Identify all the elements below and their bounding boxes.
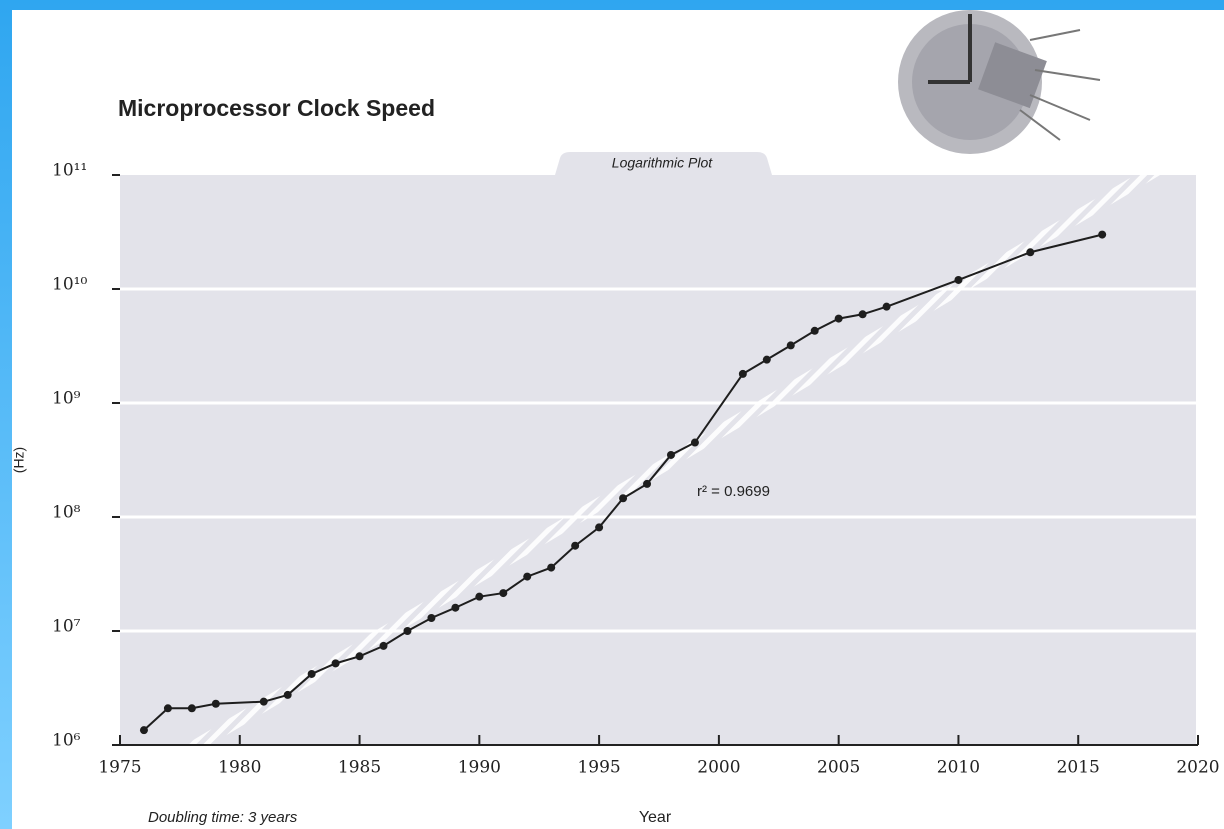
subtitle: Logarithmic Plot: [612, 155, 713, 171]
data-point: [667, 451, 675, 459]
chart-title: Microprocessor Clock Speed: [118, 95, 435, 121]
y-tick-label: 10⁷: [52, 617, 81, 637]
data-point: [1098, 231, 1106, 239]
data-point: [739, 370, 747, 378]
data-point: [403, 627, 411, 635]
data-point: [954, 276, 962, 284]
data-point: [499, 589, 507, 597]
data-point: [595, 523, 603, 531]
chart: Microprocessor Clock Speed Logarithmic P…: [0, 0, 1224, 829]
data-point: [140, 726, 148, 734]
data-point: [883, 303, 891, 311]
x-tick-label: 1975: [98, 758, 141, 778]
data-point: [523, 573, 531, 581]
x-tick-label: 2020: [1176, 758, 1219, 778]
y-tick-label: 10⁸: [52, 503, 81, 523]
data-point: [427, 614, 435, 622]
data-point: [332, 659, 340, 667]
data-point: [811, 327, 819, 335]
data-point: [835, 315, 843, 323]
data-point: [380, 642, 388, 650]
plot-area: [120, 175, 1196, 745]
y-tick-label: 10¹⁰: [52, 275, 87, 295]
data-point: [859, 310, 867, 318]
data-point: [308, 670, 316, 678]
note: Doubling time: 3 years: [148, 809, 298, 826]
data-point: [787, 341, 795, 349]
data-point: [188, 704, 196, 712]
data-point: [451, 604, 459, 612]
x-tick-label: 1980: [218, 758, 261, 778]
data-point: [571, 542, 579, 550]
data-point: [763, 356, 771, 364]
data-point: [260, 698, 268, 706]
data-point: [691, 439, 699, 447]
data-point: [1026, 248, 1034, 256]
data-point: [547, 564, 555, 572]
data-point: [356, 652, 364, 660]
x-tick-label: 2010: [937, 758, 980, 778]
data-point: [212, 700, 220, 708]
x-tick-label: 1985: [338, 758, 381, 778]
x-tick-label: 2000: [697, 758, 740, 778]
data-point: [475, 593, 483, 601]
x-tick-label: 2005: [817, 758, 860, 778]
x-axis-label: Year: [639, 809, 672, 826]
data-point: [619, 494, 627, 502]
y-tick-label: 10⁶: [52, 731, 81, 751]
y-axis-label: (Hz): [11, 447, 27, 473]
y-tick-label: 10⁹: [52, 389, 81, 409]
data-point: [643, 480, 651, 488]
x-tick-label: 1990: [458, 758, 501, 778]
y-tick-label: 10¹¹: [52, 161, 87, 181]
data-point: [284, 691, 292, 699]
x-tick-label: 1995: [577, 758, 620, 778]
page: Microprocessor Clock Speed Logarithmic P…: [0, 0, 1224, 829]
annotation: r² = 0.9699: [697, 483, 770, 500]
x-tick-label: 2015: [1057, 758, 1100, 778]
data-point: [164, 704, 172, 712]
